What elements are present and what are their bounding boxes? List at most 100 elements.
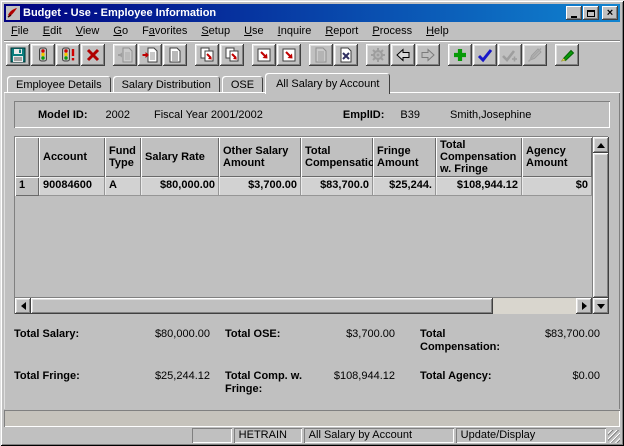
toolbar-group: [555, 43, 580, 66]
window-title: Budget - Use - Employee Information: [23, 7, 217, 19]
menu-item-file[interactable]: File: [11, 25, 29, 37]
close-button[interactable]: ×: [602, 6, 618, 20]
run-button[interactable]: [31, 43, 55, 66]
process-button: [366, 43, 390, 66]
record-info-bar: Model ID: 2002 Fiscal Year 2001/2002 Emp…: [14, 101, 610, 128]
horizontal-scroll-track[interactable]: [493, 298, 576, 314]
gear-icon: [370, 47, 386, 63]
menu-item-go[interactable]: Go: [113, 25, 129, 37]
total-label: Total Fringe:: [14, 370, 80, 382]
vertical-scrollbar[interactable]: [592, 137, 609, 314]
arrow-down-icon: [597, 303, 605, 309]
minimize-button[interactable]: [566, 6, 582, 20]
grid-main: Account Fund Type Salary Rate Other Salary …: [15, 137, 592, 297]
salary-grid: Account Fund Type Salary Rate Other Salary …: [14, 136, 609, 314]
total-value: $108,944.12: [333, 370, 395, 382]
total-label: Total Salary:: [14, 328, 80, 340]
menu-item-edit[interactable]: Edit: [42, 25, 62, 37]
grid-cell[interactable]: $25,244.: [373, 177, 436, 196]
grid-cell[interactable]: $80,000.00: [141, 177, 219, 196]
grid-cell[interactable]: 90084600: [39, 177, 105, 196]
copy-down-button[interactable]: [195, 43, 219, 66]
status-panel-update-display: Update/Display: [456, 428, 606, 443]
grid-column-header: Fund Type: [105, 137, 141, 177]
menu-item-report[interactable]: Report: [325, 25, 359, 37]
grid-column-header: Salary Rate: [141, 137, 219, 177]
delete-row-button[interactable]: [138, 43, 162, 66]
tab-salary-distribution[interactable]: Salary Distribution: [112, 76, 220, 93]
update-all-button: [498, 43, 522, 66]
menu-item-view[interactable]: View: [75, 25, 100, 37]
doc-arrow-icon: [117, 47, 133, 63]
close-detail-button[interactable]: [334, 43, 358, 66]
scroll-right-button[interactable]: [576, 298, 592, 314]
tab-ose[interactable]: OSE: [221, 76, 264, 93]
scroll-up-button[interactable]: [593, 137, 609, 153]
update-display-button[interactable]: [473, 43, 497, 66]
doc-lines-icon: [167, 47, 183, 63]
grid-cell[interactable]: A: [105, 177, 141, 196]
toolbar-group: [195, 43, 245, 66]
tab-all-salary-by-account[interactable]: All Salary by Account: [265, 73, 391, 94]
total-label: Total Comp. w. Fringe:: [225, 370, 302, 395]
scroll-down-button[interactable]: [593, 298, 609, 314]
grid-column-header: Fringe Amount: [373, 137, 436, 177]
app-icon: [6, 6, 20, 20]
horizontal-scrollbar[interactable]: [15, 297, 592, 314]
doc-arrow-red-icon: [142, 47, 158, 63]
total-value: $25,244.12: [154, 370, 210, 382]
model-id-label: Model ID:: [38, 108, 88, 121]
forward-button: [416, 43, 440, 66]
menu-item-process[interactable]: Process: [372, 25, 413, 37]
vertical-scroll-thumb[interactable]: [593, 153, 609, 298]
tab-employee-details[interactable]: Employee Details: [7, 76, 111, 93]
doc-lines-icon: [313, 47, 329, 63]
status-panel-all-salary-by-account: All Salary by Account: [304, 428, 454, 443]
maximize-button[interactable]: [583, 6, 599, 20]
check-icon: [477, 47, 493, 63]
status-spacer: [4, 428, 192, 443]
grid-cell[interactable]: $108,944.12: [436, 177, 522, 196]
resize-grip[interactable]: [607, 430, 620, 443]
toolbar: [4, 40, 620, 68]
scroll-left-button[interactable]: [15, 298, 31, 314]
add-button[interactable]: [448, 43, 472, 66]
model-id-value: 2002: [105, 108, 130, 121]
menu-item-setup[interactable]: Setup: [201, 25, 231, 37]
traffic-light-icon: [35, 47, 51, 63]
drill-to-button[interactable]: [277, 43, 301, 66]
back-button[interactable]: [391, 43, 415, 66]
run-alert-button[interactable]: [56, 43, 80, 66]
grid-header-row: Account Fund Type Salary Rate Other Salary …: [15, 137, 592, 177]
toolbar-group: [309, 43, 359, 66]
menu-item-favorites[interactable]: Favorites: [142, 25, 188, 37]
row-detail-button[interactable]: [163, 43, 187, 66]
arrow-left-icon: [20, 302, 26, 310]
empl-id-label: EmplID:: [342, 108, 385, 121]
menu-item-inquire[interactable]: Inquire: [277, 25, 312, 37]
toolbar-group: [113, 43, 188, 66]
total-label: Total Agency:: [420, 370, 492, 382]
menu-item-use[interactable]: Use: [244, 25, 264, 37]
arrow-left-icon: [395, 47, 411, 63]
fiscal-year-value: Fiscal Year 2001/2002: [153, 108, 263, 121]
employee-name: Smith,Josephine: [450, 108, 532, 121]
highlight-button[interactable]: [555, 43, 579, 66]
menu-item-help[interactable]: Help: [426, 25, 449, 37]
total-value: $0.00: [572, 370, 600, 382]
delete-button[interactable]: [81, 43, 105, 66]
drill-down-button[interactable]: [252, 43, 276, 66]
horizontal-scroll-thumb[interactable]: [31, 298, 493, 314]
maximize-icon: [587, 9, 595, 17]
copy-up-button[interactable]: [220, 43, 244, 66]
grid-cell[interactable]: $0: [522, 177, 592, 196]
status-panel-hetrain: HETRAIN: [234, 428, 302, 443]
save-button[interactable]: [6, 43, 30, 66]
grid-cell[interactable]: $3,700.00: [219, 177, 301, 196]
grid-column-header: Other Salary Amount: [219, 137, 301, 177]
title-bar[interactable]: Budget - Use - Employee Information ×: [4, 4, 620, 22]
total-label: Total Compensation:: [420, 328, 501, 353]
grid-cell[interactable]: $83,700.0: [301, 177, 373, 196]
status-panel-empty: [192, 428, 232, 443]
